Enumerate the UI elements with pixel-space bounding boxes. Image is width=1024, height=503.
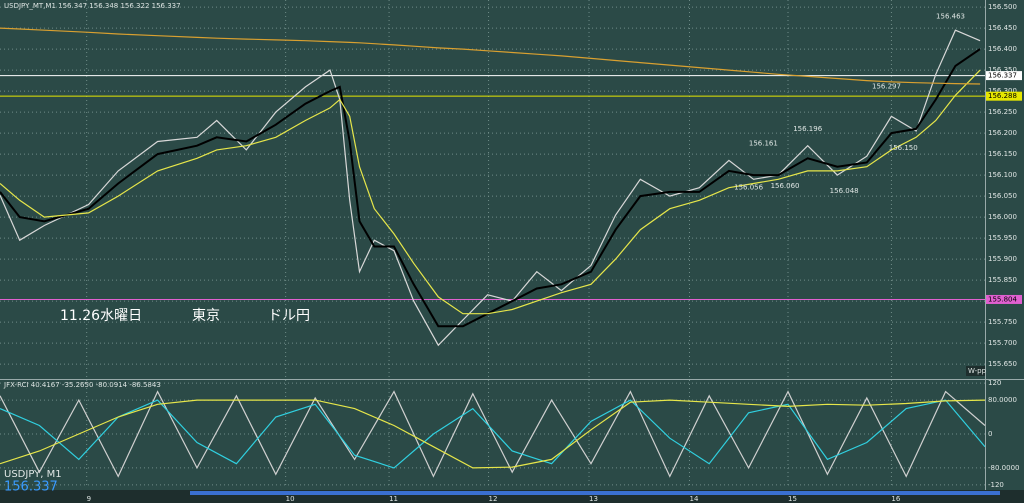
series-line (0, 69, 981, 315)
series-line (0, 399, 986, 469)
y-tick-label: 156.400 (988, 45, 1017, 53)
level-label: 156.337 (988, 72, 1017, 80)
y-tick-label: 155.750 (988, 318, 1017, 326)
y-tick-label: -120 (988, 481, 1004, 489)
level-box (986, 71, 1022, 81)
x-tick-label: 9 (87, 495, 91, 503)
series-line (0, 29, 981, 347)
level-box (986, 91, 1022, 101)
y-tick-label: 155.850 (988, 276, 1017, 284)
x-tick-label: 16 (891, 495, 900, 503)
price-annotation: 156.196 (793, 125, 822, 133)
y-tick-label: -80.0000 (988, 464, 1019, 472)
level-box (986, 294, 1022, 304)
y-tick-label: 156.300 (988, 87, 1017, 95)
x-tick-label: 11 (389, 495, 398, 503)
y-tick-label: 156.500 (988, 3, 1017, 11)
price-annotation: 156.161 (749, 140, 778, 148)
y-tick-label: 156.250 (988, 108, 1017, 116)
series-line (0, 399, 986, 469)
level-label: 156.288 (988, 92, 1017, 100)
pivot-box (966, 366, 985, 376)
pivot-label: W-pp (968, 367, 987, 375)
last-price: 156.337 (4, 480, 58, 495)
price-annotation: 156.297 (872, 82, 901, 90)
y-tick-label: 156.450 (988, 24, 1017, 32)
y-tick-label: 80.0000 (988, 396, 1017, 404)
chart-title: USDJPY_MT,M1 156.347 156.348 156.322 156… (4, 2, 181, 10)
x-tick-label: 14 (690, 495, 699, 503)
price-annotation: 156.056 (734, 184, 763, 192)
price-annotation: 156.060 (771, 182, 800, 190)
y-tick-label: 120 (988, 379, 1001, 387)
series-line (0, 27, 981, 85)
y-tick-label: 156.350 (988, 66, 1017, 74)
scrollbar (190, 491, 1000, 495)
y-tick-label: 156.000 (988, 213, 1017, 221)
x-tick-label: 13 (589, 495, 598, 503)
x-tick-label: 12 (489, 495, 498, 503)
y-tick-label: 155.900 (988, 255, 1017, 263)
price-annotation: 156.048 (830, 187, 859, 195)
y-tick-label: 155.700 (988, 339, 1017, 347)
level-label: 155.804 (988, 295, 1017, 303)
price-annotation: 156.463 (936, 13, 965, 21)
overlay-city: 東京 (192, 308, 220, 324)
y-tick-label: 156.100 (988, 171, 1017, 179)
overlay-date: 11.26水曜日 (60, 308, 142, 324)
y-tick-label: 155.650 (988, 360, 1017, 368)
symbol-label: USDJPY, M1 (4, 469, 62, 480)
x-tick-label: 15 (788, 495, 797, 503)
price-annotation: 156.150 (889, 144, 918, 152)
indicator-title: JFX-RCI 40.4167 -35.2650 -80.0914 -86.58… (3, 381, 161, 389)
y-tick-label: 0 (988, 430, 992, 438)
series-line (0, 390, 986, 478)
y-tick-label: 155.950 (988, 234, 1017, 242)
y-tick-label: 156.050 (988, 192, 1017, 200)
y-tick-label: 156.150 (988, 150, 1017, 158)
overlay-pair: ドル円 (268, 308, 310, 324)
y-tick-label: 156.200 (988, 129, 1017, 137)
series-line (0, 48, 981, 328)
x-tick-label: 10 (286, 495, 295, 503)
